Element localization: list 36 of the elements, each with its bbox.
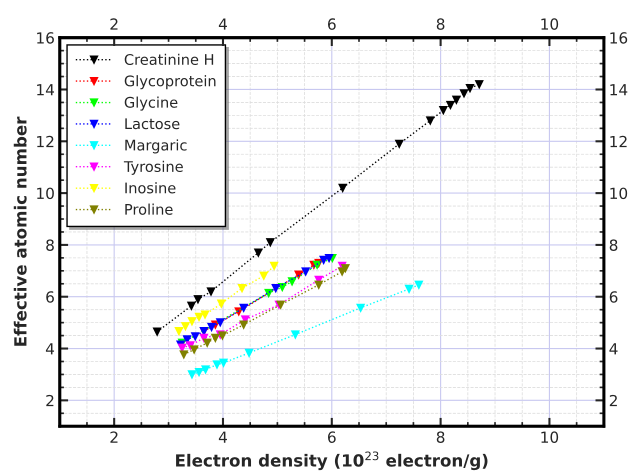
y-tick-label: 8	[46, 239, 54, 251]
x-tick-label: 2	[110, 431, 118, 443]
y-tick-label: 12	[37, 136, 54, 148]
y2-tick-label: 12	[610, 136, 627, 148]
x2-tick-label: 2	[110, 18, 118, 30]
legend-label: Margaric	[125, 139, 187, 154]
x-axis-title: Electron density (10$^{23}$ electron/g)	[176, 451, 488, 470]
y2-tick-label: 10	[610, 188, 628, 200]
x2-tick-label: 6	[328, 18, 336, 30]
y2-tick-label: 2	[610, 394, 617, 406]
x-tick-label: 6	[328, 431, 336, 443]
y-tick-label: 4	[46, 343, 54, 354]
legend-label: Glycoprotein	[124, 75, 216, 90]
y2-tick-label: 14	[610, 84, 628, 96]
y2-tick-label: 4	[609, 343, 618, 354]
x-tick-label: 4	[218, 432, 227, 443]
y-tick-label: 6	[46, 291, 54, 303]
y2-tick-label: 16	[610, 32, 628, 44]
y-tick-label: 10	[37, 188, 54, 200]
y-tick-label: 14	[37, 84, 54, 96]
x2-tick-label: 8	[436, 18, 444, 30]
legend-label: Creatinine H	[124, 54, 214, 66]
x-tick-label: 8	[436, 431, 444, 443]
x-tick-label: 10	[541, 431, 558, 443]
legend-label: Proline	[125, 204, 173, 215]
y2-tick-label: 8	[610, 239, 618, 251]
x2-tick-label: 4	[218, 18, 227, 30]
legend-label: Tyrosine	[124, 160, 183, 175]
y-tick-label: 16	[37, 32, 54, 44]
x2-tick-label: 10	[541, 18, 558, 30]
legend-label: Lactose	[125, 118, 180, 130]
y2-tick-label: 6	[610, 291, 618, 303]
legend-label: Inosine	[125, 182, 176, 194]
y-tick-label: 2	[46, 394, 54, 406]
y-axis-title: Effective atomic number	[14, 116, 27, 346]
legend-label: Glycine	[124, 96, 178, 111]
